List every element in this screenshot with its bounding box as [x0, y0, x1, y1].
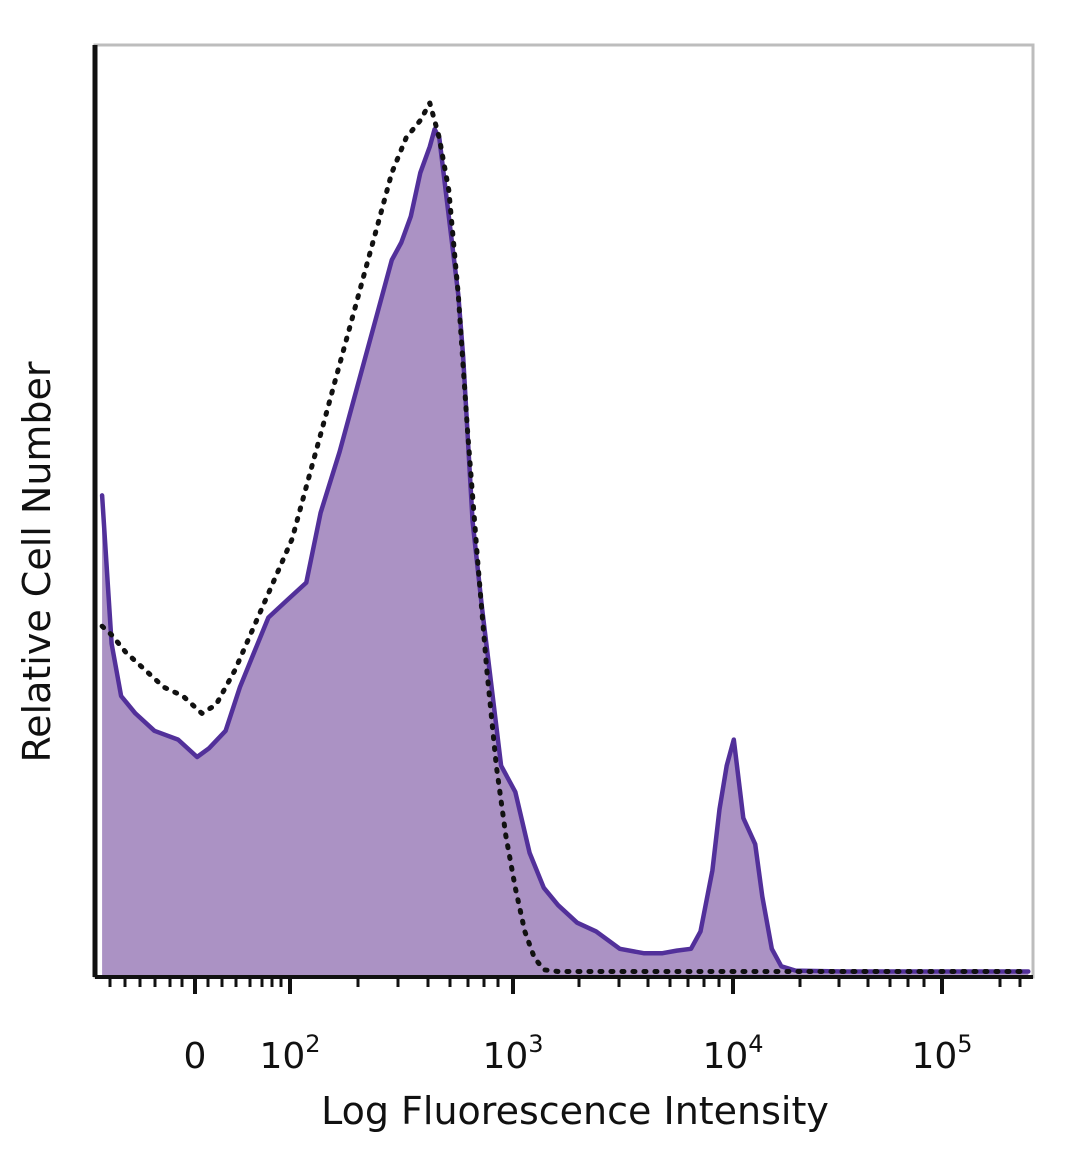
x-axis-title: Log Fluorescence Intensity	[321, 1089, 829, 1133]
x-tick-label: 102	[259, 1030, 320, 1077]
x-axis-ticks	[108, 977, 1022, 994]
x-tick-label: 105	[911, 1030, 972, 1077]
series-1-fill	[102, 129, 1029, 977]
x-tick-label: 0	[184, 1036, 207, 1077]
x-tick-label: 103	[482, 1030, 543, 1077]
x-tick-label: 104	[702, 1030, 763, 1077]
series-2-line	[99, 100, 1031, 974]
x-axis-tick-labels: 0 102 103 104 105	[184, 1030, 973, 1077]
y-axis-title: Relative Cell Number	[15, 361, 59, 762]
series-1-line	[99, 126, 1031, 974]
series-layer	[99, 100, 1031, 977]
